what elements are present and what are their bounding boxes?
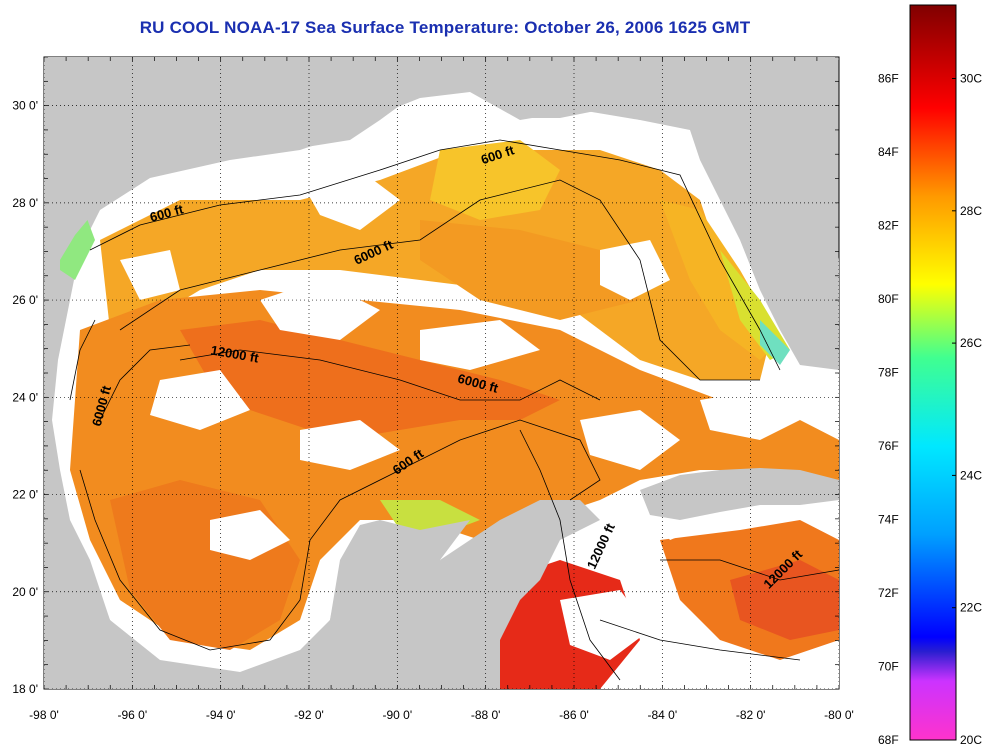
map-title: RU COOL NOAA-17 Sea Surface Temperature:… <box>139 18 751 37</box>
lat-tick-label: 30 0' <box>12 99 38 113</box>
lon-tick-label: -90 0' <box>383 708 413 722</box>
colorbar-f-label: 68F <box>878 733 899 747</box>
lon-tick-label: -84 0' <box>648 708 678 722</box>
lon-tick-label: -94 0' <box>206 708 236 722</box>
lat-tick-label: 26 0' <box>12 293 38 307</box>
map-axes: 30 0' 28 0' 26 0' 24 0' 22 0' 20 0' 18 0' -98 0… <box>12 56 854 722</box>
colorbar-f-label: 86F <box>878 72 899 86</box>
lon-tick-label: -92 0' <box>294 708 324 722</box>
colorbar-f-label: 82F <box>878 219 899 233</box>
lon-tick-label: -88 0' <box>471 708 501 722</box>
colorbar-f-labels: 86F 84F 82F 80F 78F 76F 74F 72F 70F 68F <box>878 72 899 748</box>
colorbar-c-labels: 30C 28C 26C 24C 22C 20C <box>952 72 982 747</box>
colorbar-c-label: 26C <box>960 336 982 350</box>
colorbar-c-label: 28C <box>960 204 982 218</box>
sst-field <box>60 140 839 689</box>
colorbar-gradient <box>909 4 957 741</box>
land-masses <box>44 57 839 689</box>
colorbar-c-label: 20C <box>960 733 982 747</box>
lon-tick-label: -80 0' <box>824 708 854 722</box>
lon-tick-label: -98 0' <box>29 708 59 722</box>
colorbar-f-label: 78F <box>878 366 899 380</box>
lat-tick-label: 24 0' <box>12 390 38 404</box>
colorbar-c-label: 24C <box>960 468 982 482</box>
colorbar-c-label: 22C <box>960 601 982 615</box>
lat-tick-label: 22 0' <box>12 488 38 502</box>
colorbar-f-label: 70F <box>878 660 899 674</box>
lon-tick-label: -86 0' <box>559 708 589 722</box>
graticule <box>44 57 839 689</box>
lat-tick-label: 28 0' <box>12 196 38 210</box>
lon-tick-label: -82 0' <box>736 708 766 722</box>
colorbar-f-label: 84F <box>878 145 899 159</box>
colorbar-f-label: 74F <box>878 513 899 527</box>
cloud-cover <box>120 170 800 660</box>
colorbar-f-label: 72F <box>878 586 899 600</box>
lat-tick-label: 18 0' <box>12 682 38 696</box>
depth-contours <box>69 139 839 681</box>
colorbar-f-label: 76F <box>878 439 899 453</box>
lat-tick-label: 20 0' <box>12 585 38 599</box>
lon-tick-label: -96 0' <box>118 708 148 722</box>
colorbar-c-label: 30C <box>960 72 982 86</box>
colorbar-f-label: 80F <box>878 292 899 306</box>
